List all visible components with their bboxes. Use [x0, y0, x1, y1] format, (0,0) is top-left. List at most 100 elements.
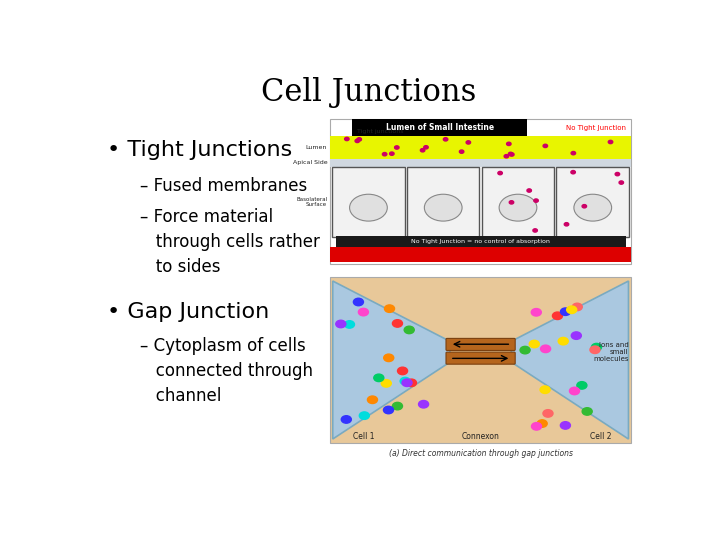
Bar [330, 119, 631, 265]
Circle shape [572, 303, 582, 310]
Circle shape [504, 154, 508, 158]
Circle shape [615, 172, 620, 176]
Circle shape [570, 387, 580, 395]
Circle shape [531, 308, 541, 316]
Circle shape [420, 148, 425, 152]
Circle shape [560, 422, 570, 429]
Polygon shape [511, 281, 629, 439]
Circle shape [509, 201, 513, 204]
Circle shape [392, 320, 402, 327]
Bar [482, 167, 554, 238]
Circle shape [382, 380, 391, 387]
Circle shape [567, 306, 577, 314]
Circle shape [541, 345, 551, 353]
Circle shape [444, 138, 448, 141]
Circle shape [543, 410, 553, 417]
Circle shape [508, 152, 513, 156]
Circle shape [395, 146, 399, 149]
Circle shape [466, 141, 471, 144]
Circle shape [520, 346, 530, 354]
Circle shape [590, 346, 600, 354]
Text: – Cytoplasm of cells
   connected through
   channel: – Cytoplasm of cells connected through c… [140, 337, 313, 405]
Circle shape [608, 140, 613, 144]
FancyBboxPatch shape [446, 339, 516, 350]
Circle shape [577, 382, 587, 389]
Circle shape [558, 338, 568, 345]
Ellipse shape [350, 194, 387, 221]
Text: (a) Direct communication through gap junctions: (a) Direct communication through gap jun… [389, 449, 572, 458]
Circle shape [498, 171, 503, 175]
Bar [330, 277, 631, 443]
Circle shape [571, 152, 575, 155]
Text: • Gap Junction: • Gap Junction [107, 302, 269, 322]
Bar [557, 167, 629, 238]
Circle shape [374, 374, 384, 382]
Circle shape [507, 142, 511, 145]
Text: Cell Junctions: Cell Junctions [261, 77, 477, 109]
Circle shape [552, 312, 562, 320]
Ellipse shape [424, 194, 462, 221]
Text: Lumen of Small Intestine: Lumen of Small Intestine [386, 123, 494, 132]
Bar [352, 119, 527, 136]
FancyBboxPatch shape [446, 352, 516, 364]
Circle shape [355, 139, 359, 143]
Circle shape [390, 152, 394, 156]
Circle shape [531, 423, 541, 430]
Circle shape [345, 137, 349, 140]
Circle shape [582, 408, 592, 415]
Circle shape [571, 332, 581, 339]
Ellipse shape [574, 194, 611, 221]
Bar [330, 136, 631, 159]
Circle shape [619, 181, 624, 184]
Ellipse shape [499, 194, 537, 221]
Circle shape [406, 379, 416, 387]
Text: Basolateral
Surface: Basolateral Surface [296, 197, 327, 207]
Circle shape [336, 320, 346, 328]
Circle shape [529, 340, 539, 348]
Circle shape [404, 326, 414, 334]
Text: Lumen: Lumen [306, 145, 327, 150]
Circle shape [424, 146, 428, 149]
Text: Cell 1: Cell 1 [353, 432, 374, 441]
Circle shape [564, 222, 569, 226]
Circle shape [359, 412, 369, 420]
Circle shape [527, 189, 531, 192]
Circle shape [397, 367, 408, 375]
Text: – Fused membranes: – Fused membranes [140, 177, 307, 195]
Circle shape [543, 144, 547, 147]
Circle shape [571, 171, 575, 174]
Circle shape [392, 402, 402, 410]
Circle shape [357, 138, 361, 141]
Text: Tight junctions: Tight junctions [357, 129, 403, 134]
Circle shape [537, 420, 547, 427]
Bar [332, 167, 405, 238]
Circle shape [534, 199, 539, 202]
Text: Cell 2: Cell 2 [590, 432, 611, 441]
Text: – Force material
   through cells rather
   to sides: – Force material through cells rather to… [140, 208, 320, 276]
Circle shape [582, 205, 587, 208]
Text: Apical Side: Apical Side [292, 160, 327, 165]
Text: No Tight Junction: No Tight Junction [566, 125, 626, 131]
Circle shape [344, 321, 354, 328]
Text: No Tight Junction = no control of absorption: No Tight Junction = no control of absorp… [411, 239, 550, 244]
Bar [330, 159, 631, 167]
Circle shape [402, 379, 412, 387]
Circle shape [367, 396, 377, 403]
Bar [336, 236, 626, 246]
Bar [407, 167, 480, 238]
Circle shape [560, 308, 570, 315]
Circle shape [591, 343, 601, 351]
Circle shape [533, 229, 537, 232]
Circle shape [384, 305, 395, 313]
Text: Connexon: Connexon [462, 432, 500, 441]
Circle shape [354, 298, 364, 306]
Circle shape [384, 354, 394, 362]
Circle shape [359, 308, 369, 316]
Circle shape [418, 401, 428, 408]
Text: • Tight Junctions: • Tight Junctions [107, 140, 292, 160]
Circle shape [400, 377, 410, 385]
Circle shape [510, 153, 514, 156]
Polygon shape [333, 281, 450, 439]
Circle shape [540, 386, 550, 394]
Bar [330, 246, 631, 262]
